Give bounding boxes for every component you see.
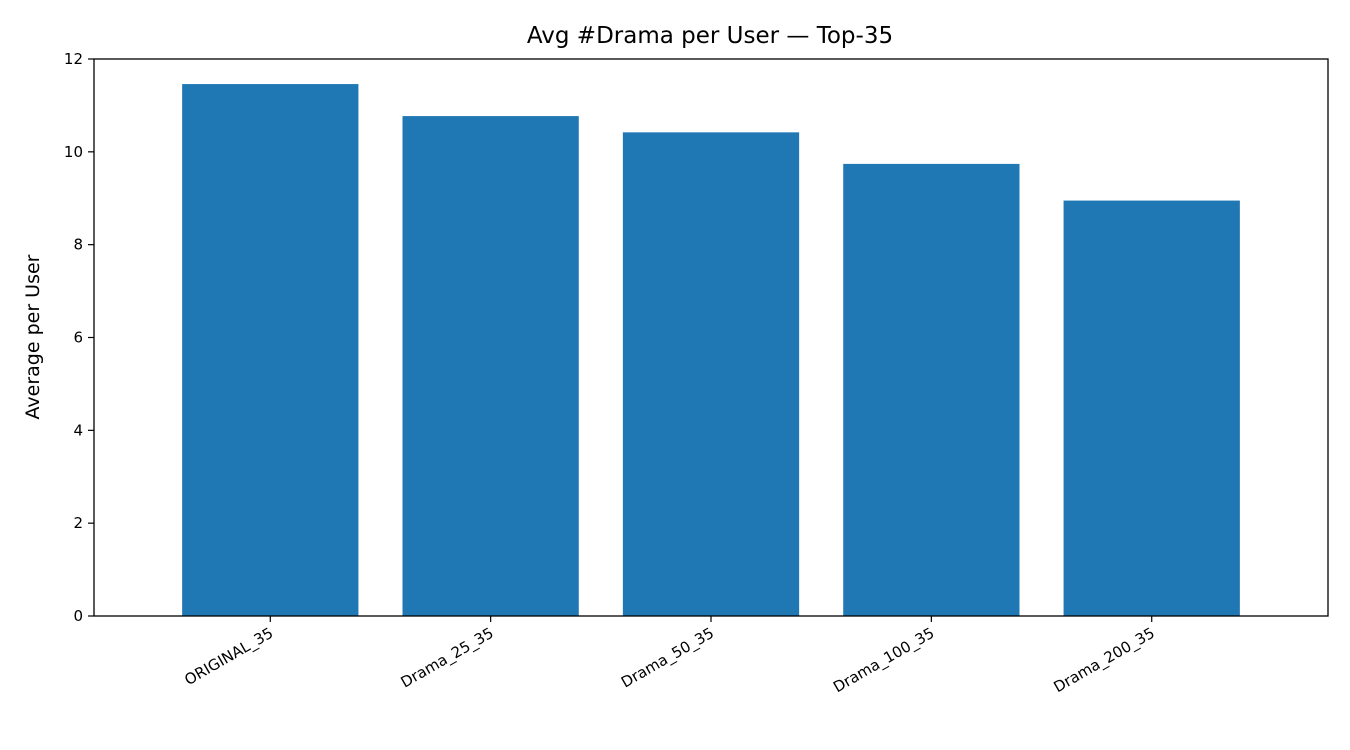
x-tick-label: ORIGINAL_35	[181, 624, 276, 690]
x-axis-ticks: ORIGINAL_35 Drama_25_35 Drama_50_35 Drama_1…	[181, 616, 1158, 697]
x-tick-label: Drama_100_35	[830, 624, 938, 697]
y-tick-label: 10	[64, 143, 83, 161]
x-tick-label: Drama_200_35	[1050, 624, 1158, 697]
plot-frame	[93, 58, 1329, 617]
y-tick-label: 8	[73, 236, 83, 254]
bar-drama-50-35	[622, 132, 800, 617]
bar-drama-100-35	[843, 163, 1020, 616]
chart-title: Avg #Drama per User — Top-35	[527, 23, 893, 49]
y-tick-label: 4	[73, 421, 83, 439]
x-tick-label: Drama_25_35	[398, 624, 497, 692]
bar-drama-25-35	[402, 116, 579, 616]
x-tick-label: Drama_50_35	[618, 624, 717, 692]
bar-original-35	[182, 84, 359, 616]
y-tick-label: 12	[64, 50, 83, 68]
y-axis-ticks: 0 2 4 6 8 10 12	[64, 50, 94, 625]
y-tick-label: 2	[73, 514, 83, 532]
y-tick-label: 0	[73, 607, 83, 625]
y-axis-title: Average per User	[22, 254, 44, 419]
bar-drama-200-35	[1063, 200, 1240, 616]
bars	[182, 84, 1240, 617]
y-tick-label: 6	[73, 329, 83, 347]
